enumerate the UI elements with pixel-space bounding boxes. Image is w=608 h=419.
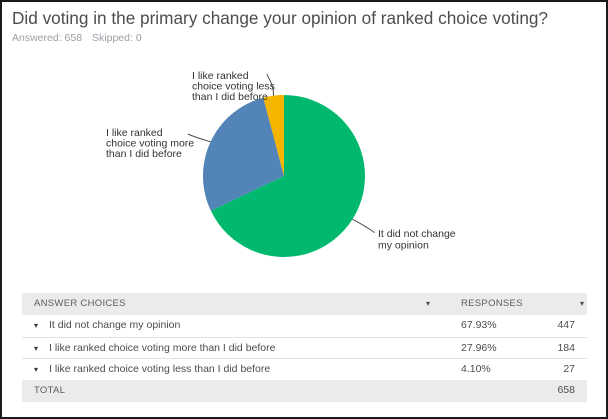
svg-text:than I did before: than I did before: [192, 91, 268, 103]
svg-text:than I did before: than I did before: [106, 148, 182, 160]
svg-text:It did not change: It did not change: [378, 228, 456, 240]
svg-text:my opinion: my opinion: [378, 239, 429, 251]
